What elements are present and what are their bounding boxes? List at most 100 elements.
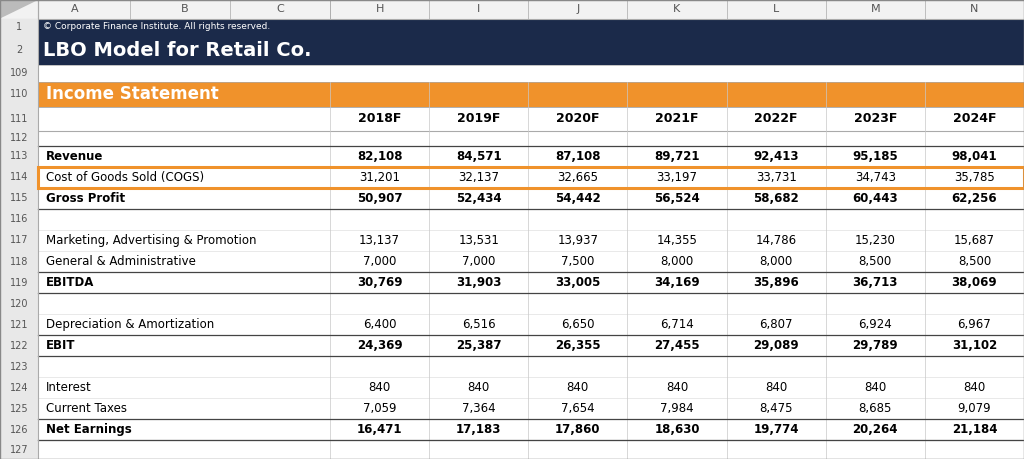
Text: 24,369: 24,369 — [356, 339, 402, 352]
Text: 26,355: 26,355 — [555, 339, 601, 352]
Bar — [0, 65, 1024, 82]
Bar — [0, 209, 38, 230]
Text: L: L — [773, 4, 779, 14]
Text: 8,500: 8,500 — [957, 255, 991, 268]
Text: Gross Profit: Gross Profit — [46, 192, 125, 205]
Text: 52,434: 52,434 — [456, 192, 502, 205]
Text: 84,571: 84,571 — [456, 150, 502, 163]
Text: 30,769: 30,769 — [356, 276, 402, 289]
Bar — [0, 167, 1024, 188]
Text: A: A — [72, 4, 79, 14]
Text: 109: 109 — [10, 68, 29, 78]
Bar — [0, 441, 1024, 459]
Text: 31,102: 31,102 — [951, 339, 997, 352]
Bar — [0, 335, 38, 356]
Text: 56,524: 56,524 — [654, 192, 699, 205]
Text: 13,137: 13,137 — [359, 234, 400, 247]
Text: Interest: Interest — [46, 381, 92, 394]
Text: LBO Model for Retail Co.: LBO Model for Retail Co. — [43, 40, 311, 60]
Text: 840: 840 — [566, 381, 589, 394]
Text: 58,682: 58,682 — [754, 192, 799, 205]
Text: 35,896: 35,896 — [754, 276, 799, 289]
Text: 8,000: 8,000 — [760, 255, 793, 268]
Text: 36,713: 36,713 — [853, 276, 898, 289]
Bar — [0, 272, 1024, 293]
Text: 14,786: 14,786 — [756, 234, 797, 247]
Text: 2020F: 2020F — [556, 112, 600, 125]
Text: 115: 115 — [10, 193, 29, 203]
Text: 124: 124 — [10, 383, 29, 393]
Bar — [0, 293, 1024, 314]
Text: 33,197: 33,197 — [656, 171, 697, 184]
Text: 840: 840 — [666, 381, 688, 394]
Bar — [0, 82, 38, 107]
Text: 112: 112 — [10, 133, 29, 143]
Text: 110: 110 — [10, 90, 29, 99]
Text: M: M — [870, 4, 880, 14]
Text: 2024F: 2024F — [952, 112, 996, 125]
Text: 8,685: 8,685 — [858, 403, 892, 415]
Text: 7,364: 7,364 — [462, 403, 496, 415]
Text: 7,654: 7,654 — [561, 403, 595, 415]
Bar — [0, 398, 38, 420]
Text: Revenue: Revenue — [46, 150, 103, 163]
Text: 7,500: 7,500 — [561, 255, 595, 268]
Bar — [0, 377, 1024, 398]
Text: 7,059: 7,059 — [362, 403, 396, 415]
Text: 1: 1 — [16, 22, 23, 32]
Text: 29,089: 29,089 — [754, 339, 799, 352]
Text: 27,455: 27,455 — [654, 339, 699, 352]
Text: 125: 125 — [9, 404, 29, 414]
Text: K: K — [674, 4, 681, 14]
Text: 98,041: 98,041 — [951, 150, 997, 163]
Text: Income Statement: Income Statement — [46, 85, 219, 103]
Bar — [0, 209, 1024, 230]
Bar — [0, 146, 1024, 167]
Text: 127: 127 — [9, 445, 29, 455]
Text: 18,630: 18,630 — [654, 424, 699, 437]
Bar — [0, 251, 38, 272]
Text: 21,184: 21,184 — [951, 424, 997, 437]
Text: 6,807: 6,807 — [760, 318, 793, 331]
Text: 6,967: 6,967 — [957, 318, 991, 331]
Bar — [0, 377, 38, 398]
Bar — [0, 230, 38, 251]
Bar — [0, 314, 38, 335]
Text: 29,789: 29,789 — [852, 339, 898, 352]
Text: 116: 116 — [10, 214, 29, 224]
Polygon shape — [0, 0, 38, 18]
Bar — [0, 130, 1024, 146]
Text: EBIT: EBIT — [46, 339, 76, 352]
Text: 35,785: 35,785 — [954, 171, 994, 184]
Bar — [0, 230, 1024, 251]
Text: 13,937: 13,937 — [557, 234, 598, 247]
Bar — [0, 18, 38, 35]
Text: EBITDA: EBITDA — [46, 276, 94, 289]
Text: 7,000: 7,000 — [362, 255, 396, 268]
Text: 2023F: 2023F — [854, 112, 897, 125]
Bar — [38, 167, 1024, 188]
Bar — [0, 35, 1024, 65]
Text: Net Earnings: Net Earnings — [46, 424, 132, 437]
Text: 33,005: 33,005 — [555, 276, 600, 289]
Text: 19,774: 19,774 — [754, 424, 799, 437]
Text: 120: 120 — [10, 299, 29, 308]
Text: 118: 118 — [10, 257, 29, 267]
Bar — [0, 107, 1024, 130]
Text: 50,907: 50,907 — [356, 192, 402, 205]
Text: 126: 126 — [10, 425, 29, 435]
Bar — [0, 314, 1024, 335]
Text: 32,665: 32,665 — [557, 171, 598, 184]
Text: Marketing, Advertising & Promotion: Marketing, Advertising & Promotion — [46, 234, 256, 247]
Text: 6,516: 6,516 — [462, 318, 496, 331]
Bar — [0, 251, 1024, 272]
Text: 8,500: 8,500 — [859, 255, 892, 268]
Text: 25,387: 25,387 — [456, 339, 502, 352]
Text: 122: 122 — [9, 341, 29, 351]
Text: 31,903: 31,903 — [456, 276, 502, 289]
Text: 62,256: 62,256 — [951, 192, 997, 205]
Text: Cost of Goods Sold (COGS): Cost of Goods Sold (COGS) — [46, 171, 204, 184]
Text: C: C — [276, 4, 284, 14]
Text: General & Administrative: General & Administrative — [46, 255, 196, 268]
Text: I: I — [477, 4, 480, 14]
